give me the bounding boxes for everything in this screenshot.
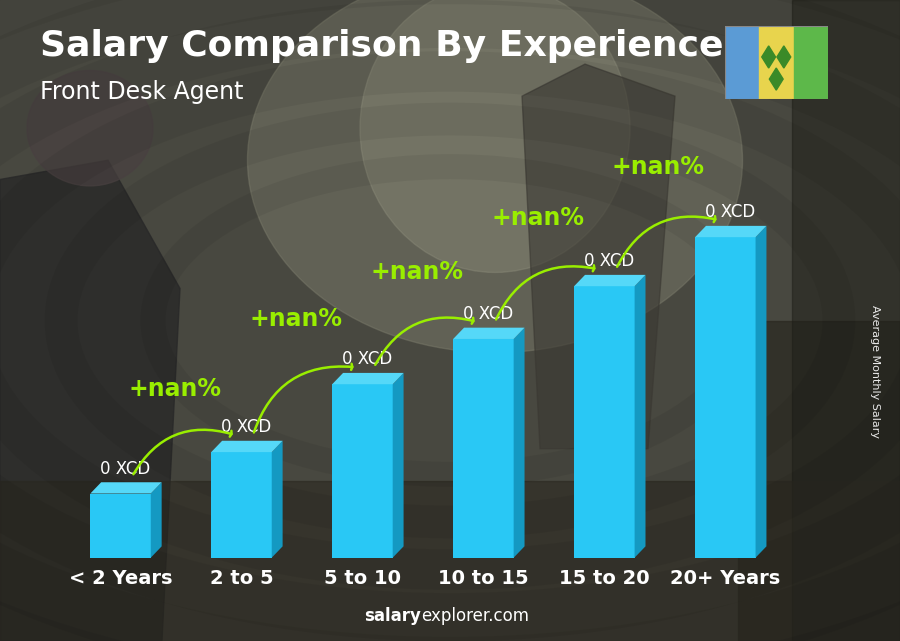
Text: 0 XCD: 0 XCD <box>583 253 634 271</box>
Ellipse shape <box>27 71 153 186</box>
Polygon shape <box>514 328 525 558</box>
Polygon shape <box>695 226 767 237</box>
Polygon shape <box>574 275 645 286</box>
Bar <box>695 237 756 558</box>
Bar <box>90 494 151 558</box>
Polygon shape <box>212 441 283 452</box>
Text: Average Monthly Salary: Average Monthly Salary <box>869 305 880 438</box>
Polygon shape <box>770 68 783 90</box>
Text: Salary Comparison By Experience: Salary Comparison By Experience <box>40 29 724 63</box>
Polygon shape <box>272 441 283 558</box>
Bar <box>332 384 392 558</box>
Text: explorer.com: explorer.com <box>421 607 529 625</box>
Text: Front Desk Agent: Front Desk Agent <box>40 80 244 104</box>
Polygon shape <box>151 482 162 558</box>
Ellipse shape <box>248 0 742 353</box>
Text: +nan%: +nan% <box>249 308 342 331</box>
Text: 0 XCD: 0 XCD <box>705 203 755 221</box>
Text: salary: salary <box>364 607 421 625</box>
Bar <box>738 320 900 641</box>
Bar <box>724 26 759 99</box>
Polygon shape <box>756 226 767 558</box>
Text: 0 XCD: 0 XCD <box>100 460 150 478</box>
Text: +nan%: +nan% <box>128 377 221 401</box>
Bar <box>792 0 900 641</box>
Polygon shape <box>454 328 525 339</box>
Polygon shape <box>0 160 180 641</box>
Text: 0 XCD: 0 XCD <box>463 305 513 323</box>
Bar <box>212 452 272 558</box>
Text: +nan%: +nan% <box>612 154 705 179</box>
Polygon shape <box>392 373 403 558</box>
Ellipse shape <box>360 0 630 272</box>
Text: 0 XCD: 0 XCD <box>342 351 392 369</box>
Polygon shape <box>761 46 776 68</box>
Bar <box>454 339 514 558</box>
Polygon shape <box>634 275 645 558</box>
Text: +nan%: +nan% <box>370 260 464 285</box>
Polygon shape <box>522 64 675 449</box>
Polygon shape <box>777 46 791 68</box>
Text: +nan%: +nan% <box>491 206 584 229</box>
Bar <box>574 286 634 558</box>
Text: 0 XCD: 0 XCD <box>220 419 271 437</box>
Bar <box>0 481 900 641</box>
Polygon shape <box>90 482 162 494</box>
Polygon shape <box>332 373 403 384</box>
Bar <box>794 26 828 99</box>
Bar <box>759 26 794 99</box>
